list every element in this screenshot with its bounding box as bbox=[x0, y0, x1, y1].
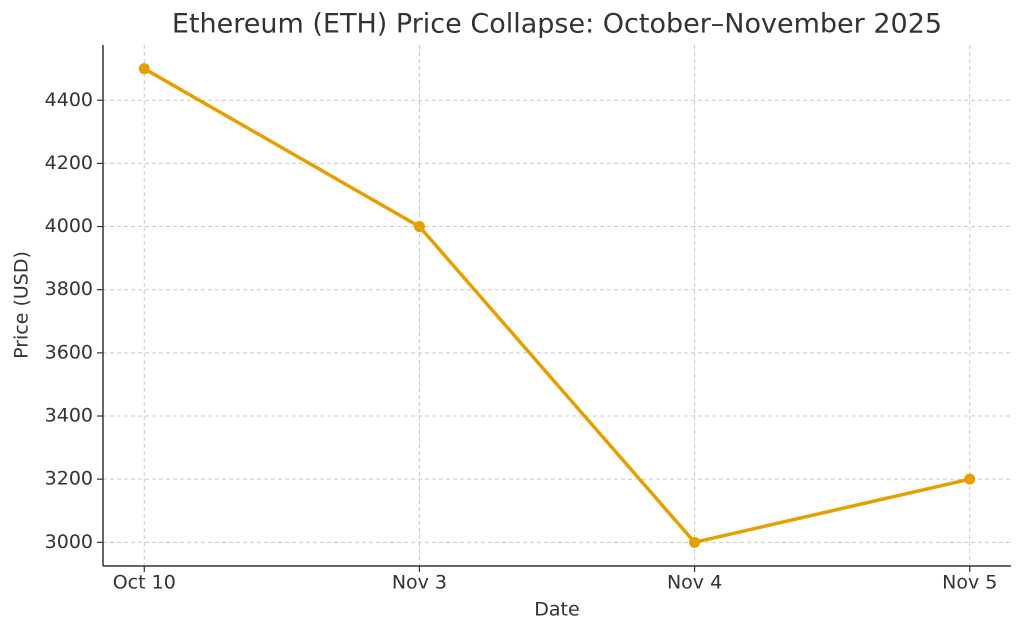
x-tick-label: Oct 10 bbox=[113, 572, 176, 594]
point bbox=[964, 473, 976, 485]
line bbox=[143, 67, 971, 545]
x-tick-label: Nov 3 bbox=[392, 572, 447, 594]
x-tick-label: Nov 4 bbox=[667, 572, 722, 594]
x-axis-label: Date bbox=[534, 599, 579, 621]
point bbox=[413, 221, 425, 233]
y-tick-label: 4000 bbox=[45, 215, 93, 237]
y-tick-label: 3600 bbox=[45, 341, 93, 363]
point bbox=[138, 63, 150, 75]
y-tick-label: 3000 bbox=[45, 531, 93, 553]
y-tick-label: 4400 bbox=[45, 89, 93, 111]
y-tick-label: 4200 bbox=[45, 152, 93, 174]
y-tick-label: 3200 bbox=[45, 468, 93, 490]
x-tick-label: Nov 5 bbox=[942, 572, 997, 594]
y-tick-label: 3800 bbox=[45, 278, 93, 300]
point bbox=[689, 536, 701, 548]
y-tick-label: 3400 bbox=[45, 405, 93, 427]
chart-title: Ethereum (ETH) Price Collapse: October–N… bbox=[172, 9, 942, 40]
y-axis-label: Price (USD) bbox=[11, 251, 33, 359]
